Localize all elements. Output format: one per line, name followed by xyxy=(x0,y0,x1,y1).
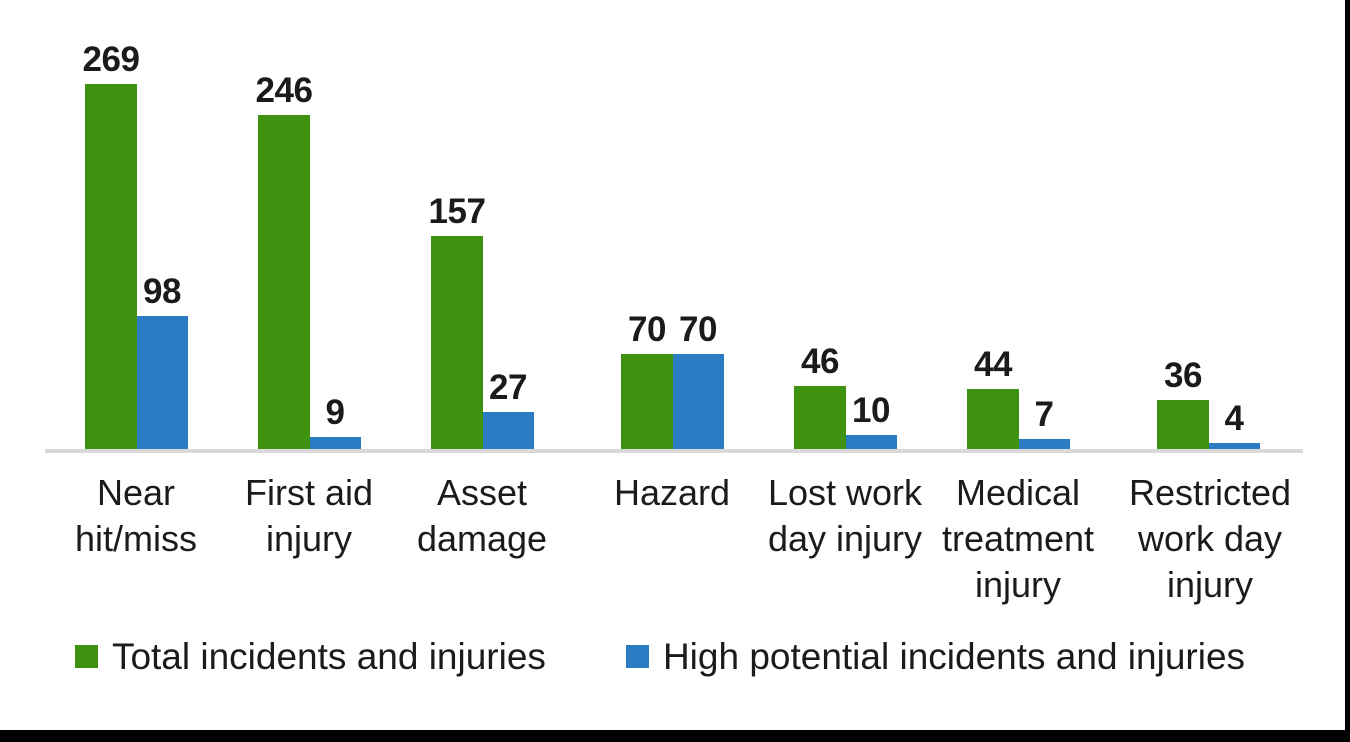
bar-value-label: 4 xyxy=(1224,399,1244,438)
legend-item-total-incidents[interactable]: Total incidents and injuries xyxy=(74,636,546,677)
legend-label: High potential incidents and injuries xyxy=(662,636,1246,677)
bar-rect[interactable] xyxy=(258,115,310,449)
category-label-hazard: Hazard xyxy=(602,470,742,516)
bar-group-lost-work-day-injury: 46 10 xyxy=(794,3,897,449)
legend-swatch-icon xyxy=(74,645,98,668)
bar-group-near-hit-miss: 269 98 xyxy=(83,3,188,449)
legend-swatch-icon xyxy=(625,645,649,668)
bar-restricted-work-day-injury-total[interactable]: 36 xyxy=(1157,3,1209,449)
bar-group-hazard: 70 70 xyxy=(621,3,724,449)
chart-legend: Total incidents and injuries High potent… xyxy=(0,638,1320,675)
bar-rect[interactable] xyxy=(673,354,724,449)
bar-rect[interactable] xyxy=(1209,443,1260,449)
category-label-line2: day injury xyxy=(767,518,923,560)
category-label-line2: work day xyxy=(1137,518,1283,560)
bar-asset-damage-high[interactable]: 27 xyxy=(483,3,534,449)
bar-near-hit-miss-total[interactable]: 269 xyxy=(83,3,140,449)
bar-first-aid-injury-high[interactable]: 9 xyxy=(310,3,361,449)
category-label-line2: injury xyxy=(265,518,353,560)
bar-medical-treatment-injury-total[interactable]: 44 xyxy=(967,3,1019,449)
category-label-line2: hit/miss xyxy=(74,518,197,560)
bar-first-aid-injury-total[interactable]: 246 xyxy=(256,3,313,449)
bar-value-label: 44 xyxy=(974,345,1012,384)
category-label-line2: damage xyxy=(416,518,548,560)
plot-area: 269 98 246 9 157 xyxy=(45,3,1303,453)
bar-value-label: 27 xyxy=(489,368,527,407)
x-axis-baseline xyxy=(45,449,1303,453)
category-label-medical-treatment-injury: Medical treatment injury xyxy=(938,470,1098,608)
bar-value-label: 157 xyxy=(428,192,486,231)
bar-value-label: 246 xyxy=(255,71,313,110)
bar-lost-work-day-injury-total[interactable]: 46 xyxy=(794,3,846,449)
bar-medical-treatment-injury-high[interactable]: 7 xyxy=(1019,3,1070,449)
category-label-line1: Restricted xyxy=(1128,472,1292,513)
bar-asset-damage-total[interactable]: 157 xyxy=(429,3,486,449)
bar-rect[interactable] xyxy=(310,437,361,449)
category-label-line1: Lost work xyxy=(767,472,923,513)
bar-rect[interactable] xyxy=(85,84,137,449)
category-label-line2: treatment xyxy=(941,518,1095,560)
bar-rect[interactable] xyxy=(621,354,673,449)
bar-value-label: 70 xyxy=(679,310,717,349)
category-label-line1: Near xyxy=(96,472,176,513)
bar-group-first-aid-injury: 246 9 xyxy=(256,3,361,449)
bar-rect[interactable] xyxy=(794,386,846,449)
bar-hazard-total[interactable]: 70 xyxy=(621,3,673,449)
bar-value-label: 10 xyxy=(852,391,890,430)
category-label-near-hit-miss: Near hit/miss xyxy=(66,470,206,562)
x-axis-category-labels: Near hit/miss First aid injury Asset dam… xyxy=(0,470,1350,625)
bar-group-restricted-work-day-injury: 36 4 xyxy=(1157,3,1260,449)
bar-rect[interactable] xyxy=(483,412,534,449)
bar-value-label: 70 xyxy=(628,310,666,349)
category-label-asset-damage: Asset damage xyxy=(412,470,552,562)
category-label-line3: injury xyxy=(1166,564,1254,606)
bar-rect[interactable] xyxy=(1157,400,1209,449)
legend-label: Total incidents and injuries xyxy=(111,636,546,677)
bar-value-label: 269 xyxy=(82,40,140,79)
bar-hazard-high[interactable]: 70 xyxy=(673,3,724,449)
bar-rect[interactable] xyxy=(1019,439,1070,449)
category-label-lost-work-day-injury: Lost work day injury xyxy=(765,470,925,562)
category-label-line1: First aid xyxy=(244,472,374,513)
bar-near-hit-miss-high[interactable]: 98 xyxy=(137,3,188,449)
bar-value-label: 36 xyxy=(1164,356,1202,395)
category-label-first-aid-injury: First aid injury xyxy=(239,470,379,562)
category-label-line1: Hazard xyxy=(613,472,731,513)
bar-rect[interactable] xyxy=(431,236,483,449)
category-label-line1: Medical xyxy=(955,472,1081,513)
bar-group-asset-damage: 157 27 xyxy=(429,3,534,449)
legend-item-high-potential[interactable]: High potential incidents and injuries xyxy=(625,636,1246,677)
bar-rect[interactable] xyxy=(137,316,188,449)
bar-lost-work-day-injury-high[interactable]: 10 xyxy=(846,3,897,449)
bar-value-label: 7 xyxy=(1034,395,1054,434)
bar-value-label: 98 xyxy=(143,272,181,311)
bar-rect[interactable] xyxy=(846,435,897,449)
bar-value-label: 9 xyxy=(325,393,345,432)
bar-group-medical-treatment-injury: 44 7 xyxy=(967,3,1070,449)
bar-value-label: 46 xyxy=(801,342,839,381)
category-label-line3: injury xyxy=(974,564,1062,606)
category-label-restricted-work-day-injury: Restricted work day injury xyxy=(1125,470,1295,608)
bar-restricted-work-day-injury-high[interactable]: 4 xyxy=(1209,3,1260,449)
category-label-line1: Asset xyxy=(436,472,528,513)
bar-rect[interactable] xyxy=(967,389,1019,449)
